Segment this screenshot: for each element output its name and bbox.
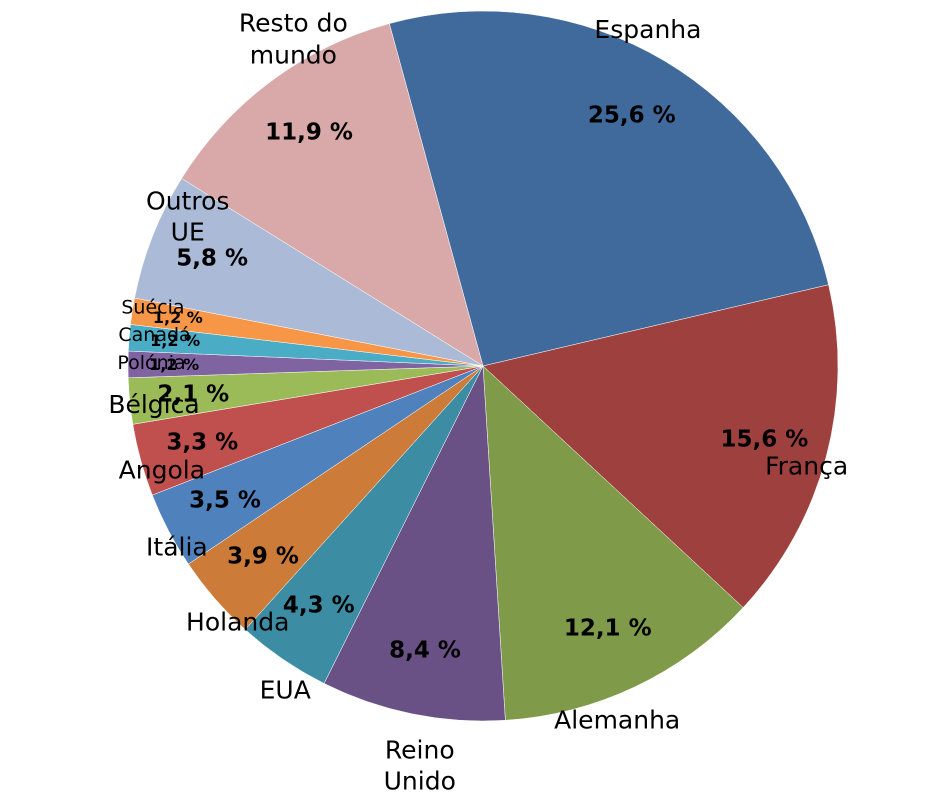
pie-slice [389,10,829,367]
data-label: 25,6 % [587,102,676,129]
data-label: 5,8 % [176,246,248,273]
category-label: Espanha [594,14,702,44]
category-label: Holanda [186,608,290,638]
data-label: 1,2 % [149,354,200,374]
category-label: Canadá [118,324,191,347]
category-label: Suécia [121,295,185,318]
data-label: 2,1 % [157,381,230,408]
data-label: 3,9 % [227,543,299,570]
category-label: Alemanha [554,705,681,735]
data-label: 1,2 % [152,308,203,328]
pie-slice [323,365,506,722]
data-label: 3,5 % [189,487,261,514]
category-label: Bélgica [108,390,200,420]
category-label: França [765,451,849,481]
data-label: 12,1 % [563,615,652,642]
pie-slice [482,365,744,721]
category-label: Angola [118,455,206,485]
data-label: 15,6 % [720,427,809,454]
pie-slice [134,178,484,367]
data-label: 3,3 % [166,429,239,456]
pie-slice [482,284,839,608]
category-label: Reino Unido [383,735,456,796]
data-label: 4,3 % [282,593,355,619]
category-label: Outros UE [146,186,230,247]
data-label: 11,9 % [265,119,353,146]
category-label: Resto do mundo [238,8,348,70]
category-label: Itália [146,533,208,563]
category-label: EUA [259,675,311,705]
data-label: 1,2 % [150,331,201,351]
category-label: Polónia [117,352,186,375]
pie-slice [181,23,484,367]
data-label: 8,4 % [389,637,461,664]
